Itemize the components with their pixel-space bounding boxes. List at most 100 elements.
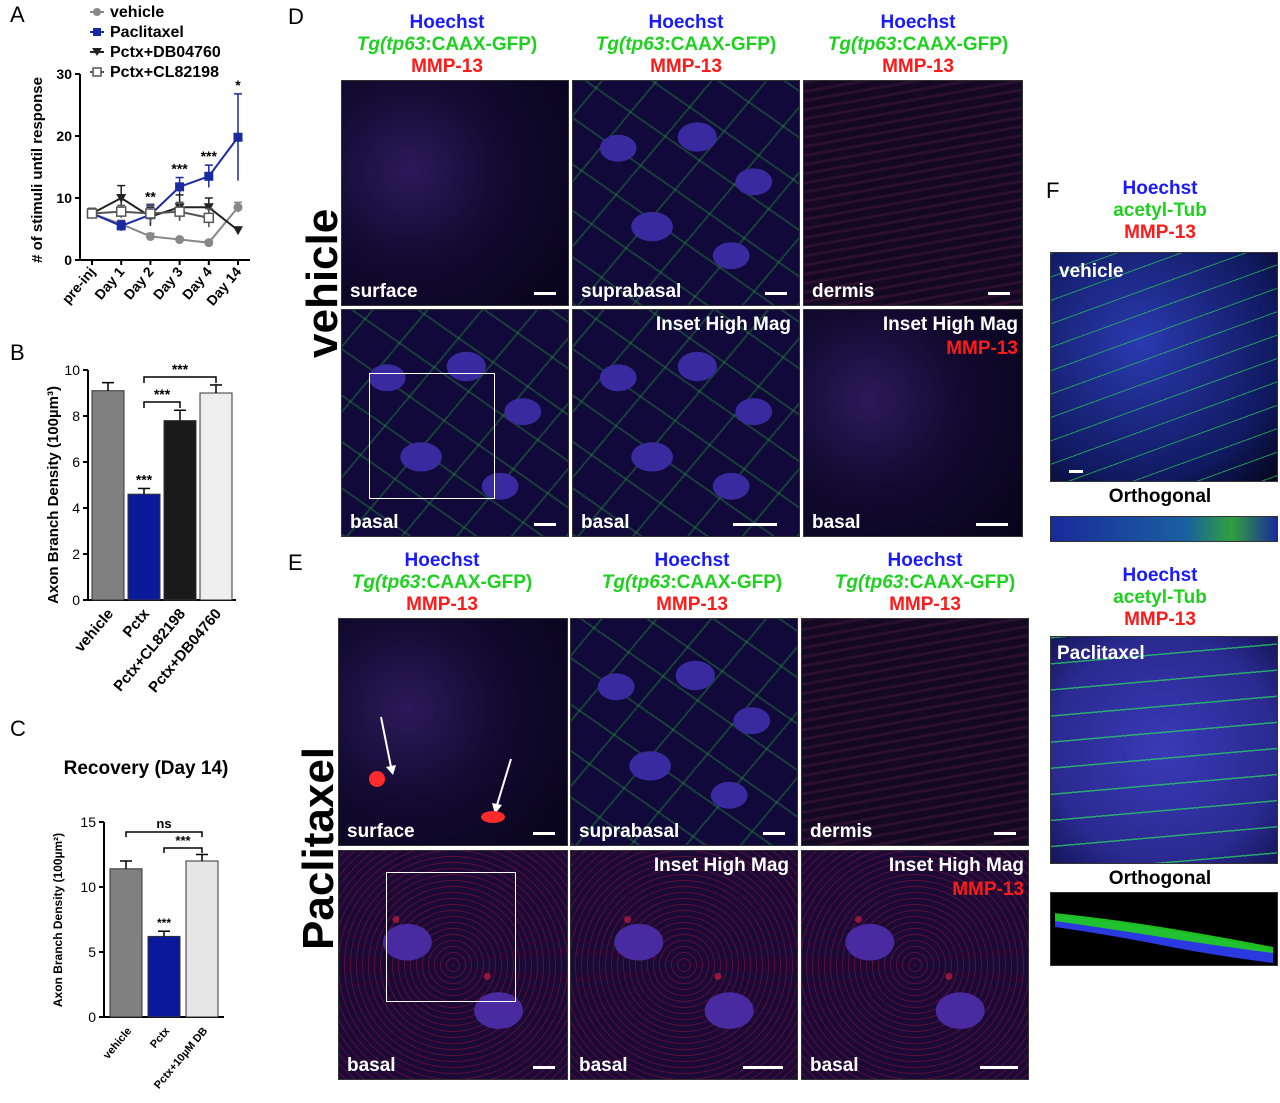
image-label: Inset High Mag [882, 314, 1018, 335]
hoechst-label: Hoechst [404, 550, 480, 571]
arrows-overlay [369, 716, 512, 823]
y-tick-label: 4 [72, 500, 80, 516]
legend-marker [93, 8, 101, 16]
inset-box [386, 872, 516, 1002]
mmp-label: MMP-13 [650, 56, 722, 77]
legend-label: Pctx+DB04760 [110, 44, 221, 61]
hoechst-label: Hoechst [654, 550, 730, 571]
image-label: basal [581, 512, 630, 533]
image-label: suprabasal [579, 821, 680, 842]
series-line [91, 206, 239, 244]
data-point [116, 194, 127, 203]
image-label: basal [579, 1055, 628, 1076]
image-label: basal [347, 1055, 396, 1076]
tg-label: Tg(tp63 [827, 34, 897, 55]
micrograph-d-surface: surface [341, 80, 569, 306]
inset-box [369, 373, 495, 499]
micrograph-e-basal: basal [338, 850, 568, 1080]
y-tick-label: 10 [56, 190, 72, 206]
data-point [204, 238, 214, 248]
legend-label: Paclitaxel [110, 24, 184, 41]
legend-marker [93, 28, 101, 36]
x-tick-label: Day 3 [150, 263, 186, 302]
f-header-2: Hoechst acetyl-Tub MMP-13 [1040, 565, 1280, 631]
hoechst-label: Hoechst [1122, 565, 1198, 586]
tg-label: Tg(tp63 [834, 572, 904, 593]
legend-marker [92, 67, 102, 77]
micrograph-d-dermis: dermis [803, 80, 1023, 306]
panel-label-d: D [288, 4, 304, 29]
significance-label: *** [136, 471, 153, 487]
significance-label: *** [171, 161, 188, 177]
y-tick-label: 0 [88, 1009, 96, 1025]
y-tick-label: 2 [72, 546, 80, 562]
acetyl-label: acetyl-Tub [1113, 587, 1207, 608]
mmp-label: MMP-13 [1124, 609, 1196, 630]
tg-label-rest: :CAAX-GFP) [420, 572, 533, 593]
e-header-2: Hoechst Tg(tp63:CAAX-GFP) MMP-13 [572, 550, 812, 616]
significance-label: *** [175, 833, 191, 848]
data-point [204, 171, 214, 181]
bar [91, 390, 125, 601]
hoechst-label: Hoechst [648, 12, 724, 33]
x-tick-label: pre-inj [59, 264, 99, 307]
series-line [91, 196, 239, 232]
tg-label: Tg(tp63 [601, 572, 671, 593]
scale-bar [533, 832, 555, 835]
bar [185, 860, 219, 1018]
acetyl-label: acetyl-Tub [1113, 200, 1207, 221]
x-tick-label: Pctx [120, 605, 154, 641]
orthogonal-band [1055, 913, 1273, 963]
bar [109, 868, 143, 1018]
chart-c-ylabel: Axon Branch Density (100µm²) [51, 833, 65, 1007]
orthogonal-label: Orthogonal [1108, 868, 1212, 889]
y-tick-label: 0 [72, 592, 80, 608]
hoechst-label: Hoechst [887, 550, 963, 571]
significance-label: ** [145, 188, 156, 204]
e-header-3: Hoechst Tg(tp63:CAAX-GFP) MMP-13 [805, 550, 1045, 616]
y-tick-label: 20 [56, 128, 72, 144]
micrograph-e-surface: surface [338, 618, 568, 846]
data-point [175, 182, 185, 192]
micrograph-d-inset: Inset High Mag basal [572, 309, 800, 537]
bar [163, 420, 197, 601]
y-tick-label: 10 [80, 879, 96, 895]
image-label: basal [810, 1055, 859, 1076]
y-tick-label: 10 [64, 362, 80, 378]
panel-label-c: C [10, 716, 26, 741]
chart-b-ylabel: Axon Branch Density (100µm³) [45, 386, 62, 604]
image-label: basal [812, 512, 861, 533]
micrograph-e-dermis: dermis [801, 618, 1029, 846]
sig-bracket [125, 831, 203, 837]
chart-a-ylabel: # of stimuli until response [29, 77, 46, 263]
chart-c-title: Recovery (Day 14) [64, 758, 229, 779]
d-header-3: Hoechst Tg(tp63:CAAX-GFP) MMP-13 [798, 12, 1038, 78]
orthogonal-paclitaxel [1050, 892, 1278, 966]
legend-marker [92, 48, 102, 56]
significance-label: *** [201, 148, 218, 164]
image-label: suprabasal [581, 281, 682, 302]
legend-label: Pctx+CL82198 [110, 64, 219, 81]
y-tick-label: 15 [80, 814, 96, 830]
image-label: Inset High Mag [653, 855, 789, 876]
image-label: dermis [812, 281, 875, 302]
scale-bar [994, 832, 1016, 835]
scale-bar [1069, 470, 1083, 473]
data-point [233, 132, 243, 142]
tg-label-rest: :CAAX-GFP) [903, 572, 1016, 593]
tg-label: Tg(tp63 [356, 34, 426, 55]
series-line [91, 136, 239, 227]
image-label: dermis [810, 821, 873, 842]
bar [199, 392, 233, 601]
mmp-label: MMP-13 [411, 56, 483, 77]
y-tick-label: 6 [72, 454, 80, 470]
x-tick-label: Day 1 [91, 263, 127, 302]
significance-label: *** [172, 361, 189, 377]
sig-bracket [143, 376, 217, 383]
image-label: Paclitaxel [1057, 643, 1145, 664]
scale-bar [763, 832, 785, 835]
bar [127, 493, 161, 601]
chart-a: vehicle Paclitaxel Pctx+DB04760 Pctx+CL8219… [29, 4, 250, 309]
scale-bar [988, 292, 1010, 295]
data-point [86, 208, 98, 219]
